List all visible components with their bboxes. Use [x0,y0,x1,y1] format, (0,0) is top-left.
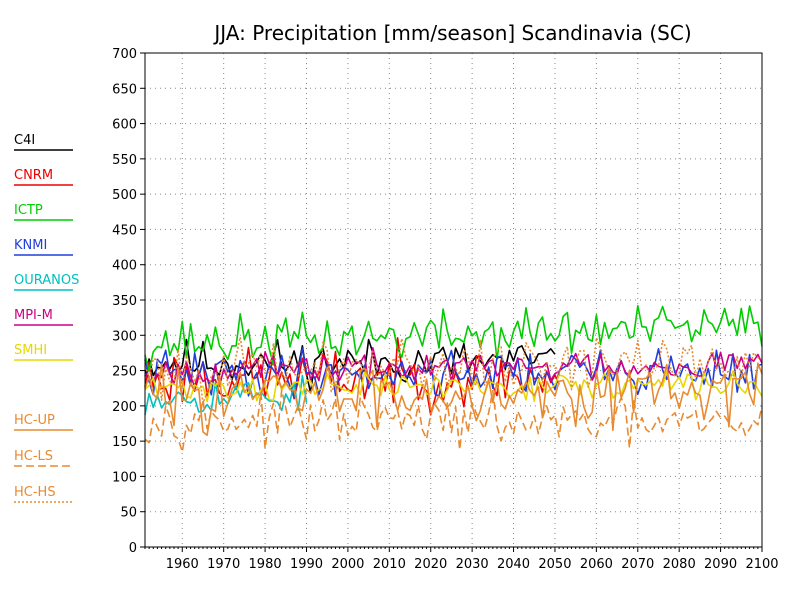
chart-title: JJA: Precipitation [mm/season] Scandinav… [212,21,691,45]
x-tick-label-3: 1990 [290,557,323,572]
x-axis: 1960 1970 1980 1990 2000 2010 2020 2030 2040 2050… [144,547,779,572]
x-tick-label-1: 1970 [207,557,240,572]
y-tick-label-6: 300 [112,329,137,344]
series-line-hc-hs [144,336,763,405]
y-tick-label-9: 450 [112,223,137,238]
plot-frame [144,52,763,548]
legend-label-c4i: C4I [14,133,35,148]
y-tick-label-2: 100 [112,470,137,485]
x-tick-label-6: 2020 [414,557,447,572]
x-tick-label-13: 2090 [704,557,737,572]
x-tick-label-5: 2010 [373,557,406,572]
y-tick-label-8: 400 [112,259,137,274]
x-tick-label-9: 2050 [538,557,571,572]
series-layer [144,304,763,453]
y-tick-label-3: 150 [112,435,137,450]
x-tick-label-10: 2060 [580,557,613,572]
y-tick-label-4: 200 [112,400,137,415]
series-line-mpi-m [144,346,763,388]
legend-label-ictp: ICTP [14,203,43,218]
x-tick-label-8: 2040 [497,557,530,572]
legend-label-hc-ls: HC-LS [14,449,53,464]
series-line-hc-ls [144,389,763,453]
y-tick-label-13: 650 [112,82,137,97]
y-tick-label-12: 600 [112,118,137,133]
legend-label-cnrm: CNRM [14,168,53,183]
series-line-hc-up [144,362,763,437]
x-tick-label-14: 2100 [745,557,778,572]
y-tick-label-5: 250 [112,365,137,380]
y-tick-label-10: 500 [112,188,137,203]
y-tick-label-7: 350 [112,294,137,309]
y-axis: 0 50 100 150 200 250 300 350 400 450 500 550 600 650 7… [112,47,145,556]
legend-label-knmi: KNMI [14,238,47,253]
legend-label-ouranos: OURANOS [14,273,79,288]
x-tick-label-11: 2070 [621,557,654,572]
y-tick-label-0: 0 [129,541,137,556]
x-tick-label-2: 1980 [249,557,282,572]
legend-label-mpi-m: MPI-M [14,308,53,323]
grid [145,53,762,547]
x-tick-label-4: 2000 [331,557,364,572]
legend-label-hc-hs: HC-HS [14,485,56,500]
x-tick-label-0: 1960 [166,557,199,572]
y-tick-label-1: 50 [120,506,137,521]
legend: C4I CNRM ICTP KNMI OURANOS MPI-M SMHI HC-UP HC-L… [14,133,79,503]
legend-label-smhi: SMHI [14,343,47,358]
series-line-c4i [144,338,556,394]
y-tick-label-14: 700 [112,47,137,62]
x-tick-label-7: 2030 [456,557,489,572]
series-line-knmi [144,347,763,399]
legend-label-hc-up: HC-UP [14,413,55,428]
y-tick-label-11: 550 [112,153,137,168]
x-tick-label-12: 2080 [663,557,696,572]
series-line-smhi [144,370,763,403]
series-line-ictp [144,304,763,372]
